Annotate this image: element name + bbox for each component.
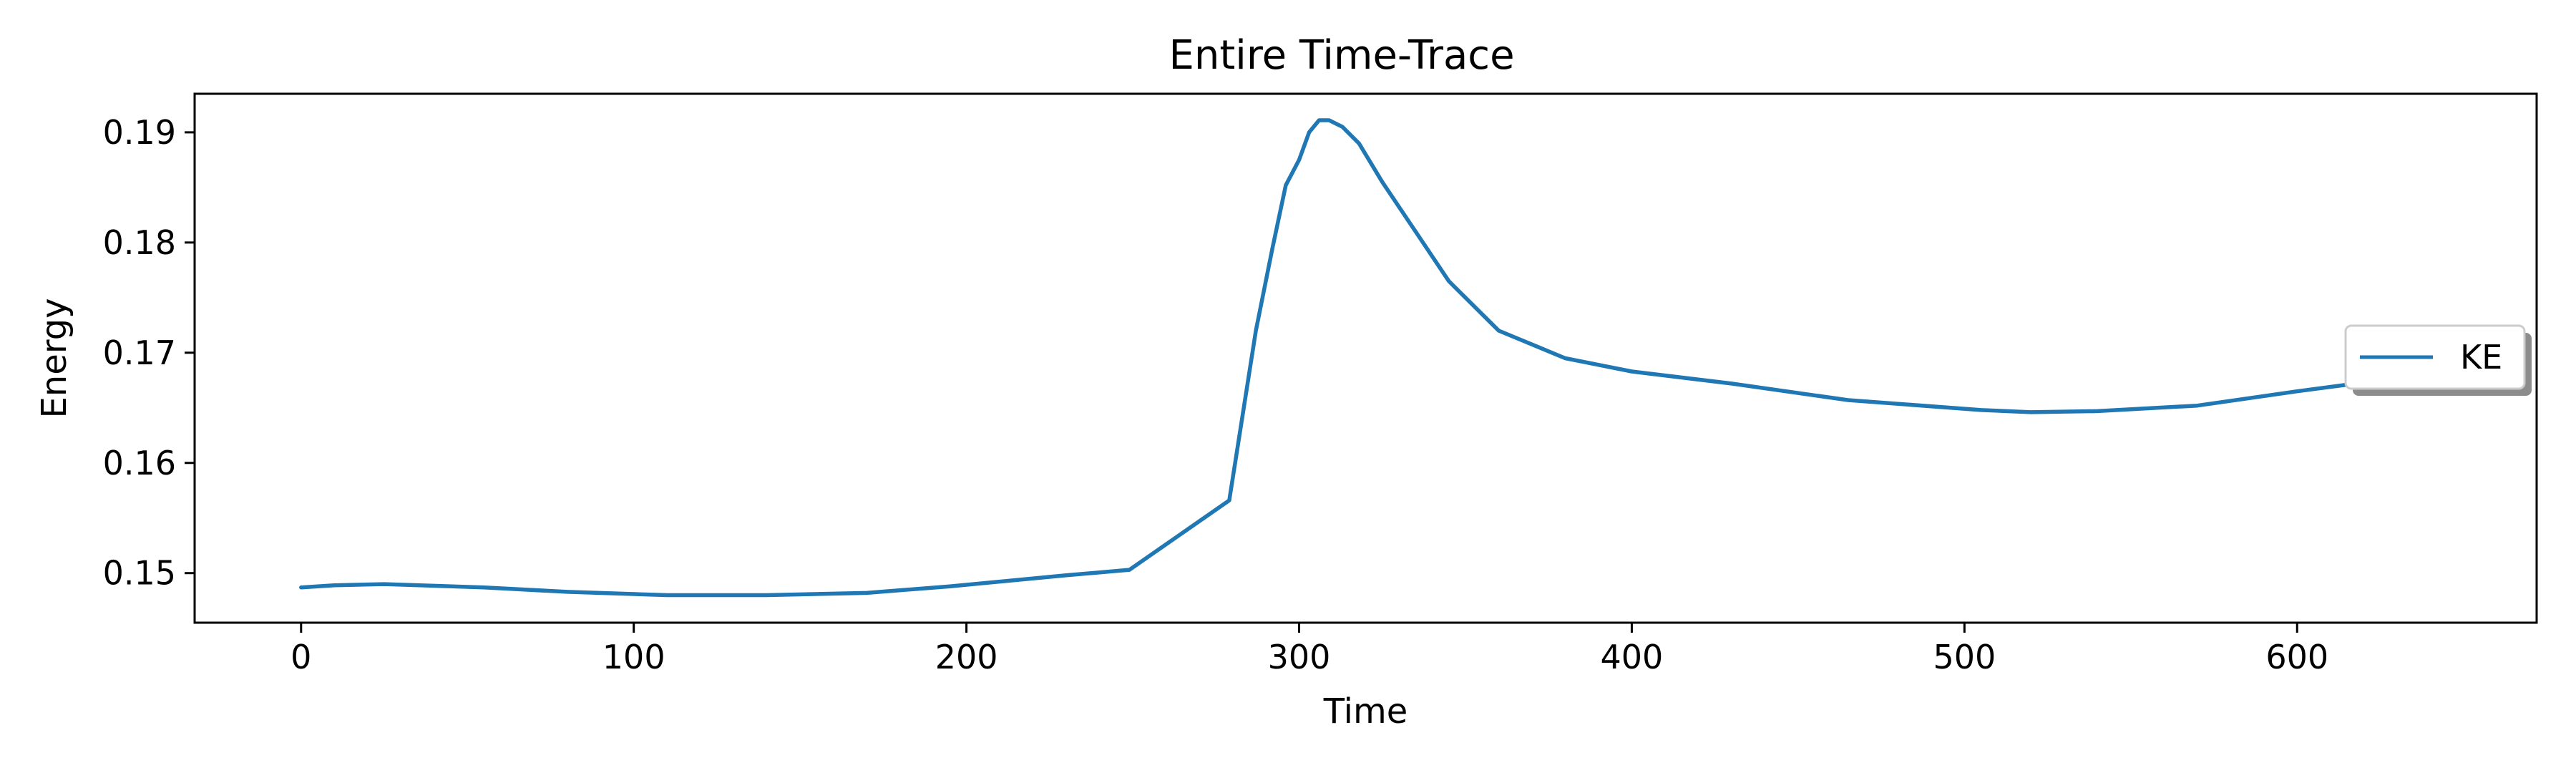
- x-axis: 0 100 200 300 400 500 600: [291, 623, 2328, 676]
- y-tick-label: 0.18: [103, 223, 176, 262]
- x-tick-label: 0: [291, 638, 311, 676]
- legend-label-ke: KE: [2460, 338, 2502, 376]
- series-line-ke: [299, 118, 2383, 598]
- x-tick-label: 400: [1601, 638, 1664, 676]
- series-group: [299, 118, 2383, 598]
- plot-area: [193, 92, 2538, 624]
- x-axis-label: Time: [1323, 691, 1407, 731]
- y-tick-label: 0.16: [103, 444, 176, 482]
- x-tick-label: 500: [1933, 638, 1996, 676]
- y-axis: 0.15 0.16 0.17 0.18 0.19: [103, 113, 195, 593]
- y-tick-label: 0.15: [103, 554, 176, 593]
- chart-title: Entire Time-Trace: [1169, 32, 1514, 79]
- x-tick-label: 600: [2265, 638, 2328, 676]
- y-tick-label: 0.19: [103, 113, 176, 152]
- plot-frame: [193, 92, 2538, 624]
- x-tick-label: 300: [1268, 638, 1331, 676]
- x-tick-label: 200: [935, 638, 998, 676]
- x-tick-label: 100: [602, 638, 665, 676]
- legend-box: [2344, 324, 2526, 390]
- legend: KE: [2344, 324, 2532, 396]
- y-tick-label: 0.17: [103, 334, 176, 372]
- y-axis-label: Energy: [34, 298, 74, 418]
